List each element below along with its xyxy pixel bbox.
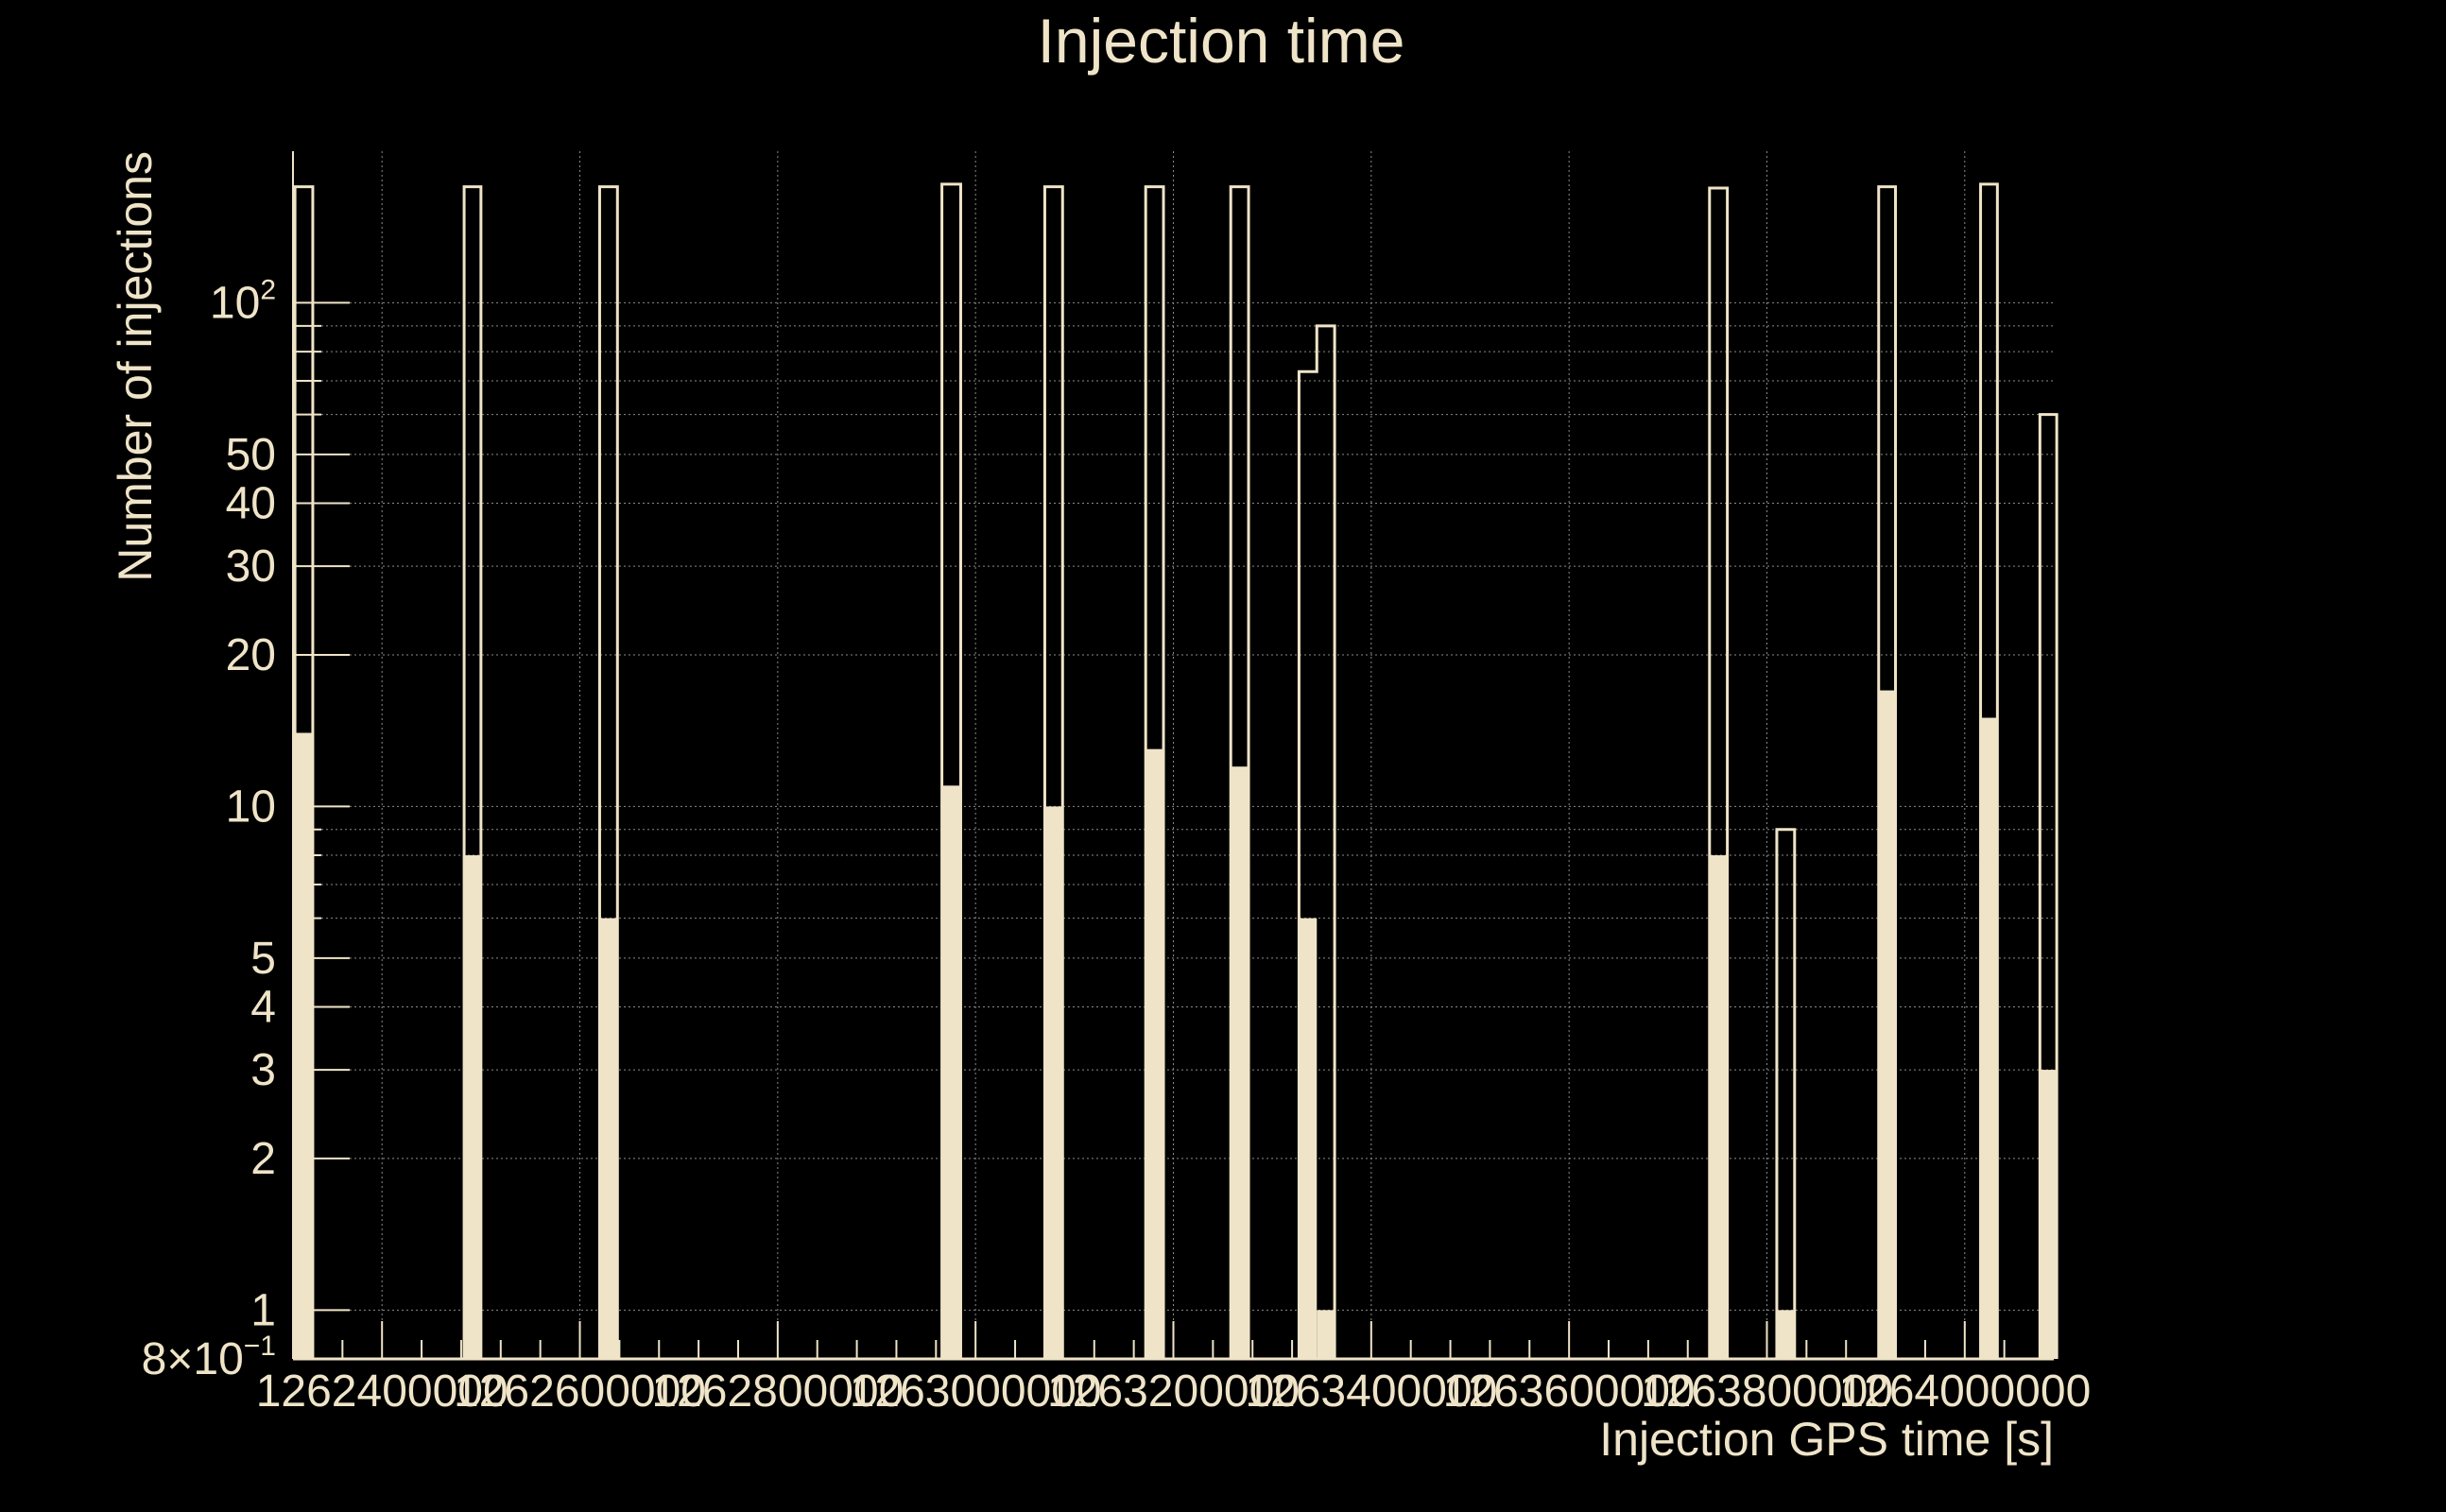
outline-bar [1229, 185, 1250, 1359]
y-tick-label: 5 [250, 934, 276, 984]
x-tick-label: 1264000000 [1838, 1366, 2091, 1417]
x-tick-label: 1262800000 [651, 1366, 904, 1417]
y-tick-label: 30 [226, 541, 276, 592]
outline-bar [1297, 324, 1336, 1359]
x-tick-label: 1263000000 [850, 1366, 1102, 1417]
x-tick-label: 1262400000 [256, 1366, 508, 1417]
filled-bar [2040, 1070, 2058, 1359]
outline-bars [293, 182, 2058, 1359]
outline-bar [1042, 185, 1064, 1359]
outline-bar [1775, 828, 1797, 1359]
filled-bars [295, 690, 2058, 1359]
outline-bar [293, 185, 315, 1359]
outline-bar [1877, 185, 1898, 1359]
y-tick-label: 40 [226, 479, 276, 529]
x-axis-title: Injection GPS time [s] [1599, 1413, 2054, 1466]
filled-bar [295, 732, 313, 1359]
filled-bar [1317, 1310, 1335, 1359]
outline-bar [1979, 182, 1999, 1359]
filled-bar [464, 855, 481, 1359]
outline-bar [940, 182, 962, 1359]
y-tick-label: 1 [250, 1285, 276, 1335]
filled-bar [1709, 855, 1728, 1359]
chart-title: Injection time [1038, 6, 1405, 76]
outline-bar [1708, 186, 1730, 1359]
filled-bar [599, 918, 618, 1359]
outline-bar [462, 185, 483, 1359]
x-tick-label: 1263200000 [1047, 1366, 1300, 1417]
filled-bar [941, 785, 961, 1359]
x-tick-labels: 1262400000126260000012628000001263000000… [256, 1366, 2092, 1417]
filled-bar [1299, 918, 1318, 1359]
axes [292, 151, 2054, 1361]
filled-bar [1980, 717, 1998, 1359]
filled-bar [1776, 1310, 1795, 1359]
filled-bar [1878, 690, 1896, 1359]
y-tick-label: 2 [250, 1134, 276, 1184]
x-tick-label: 1262600000 [454, 1366, 706, 1417]
y-tick-label: 102 [210, 274, 276, 328]
x-tick-label: 1263400000 [1245, 1366, 1497, 1417]
y-tick-label: 10 [226, 782, 276, 832]
y-axis-title: Number of injections [109, 151, 162, 582]
y-tick-label: 50 [226, 430, 276, 480]
outline-bar [1144, 185, 1165, 1359]
x-tick-label: 1263800000 [1641, 1366, 1893, 1417]
outline-bar [597, 185, 619, 1359]
y-tick-label: 3 [250, 1045, 276, 1095]
y-tick-label: 8×10−1 [142, 1331, 276, 1384]
x-tick-label: 1263600000 [1443, 1366, 1696, 1417]
y-tick-label: 4 [250, 982, 276, 1032]
filled-bar [1231, 766, 1249, 1359]
grid-lines [293, 151, 2054, 1359]
filled-bar [1044, 806, 1063, 1359]
outline-bar [2038, 413, 2058, 1359]
filled-bar [1145, 748, 1164, 1359]
y-tick-label: 20 [226, 630, 276, 680]
